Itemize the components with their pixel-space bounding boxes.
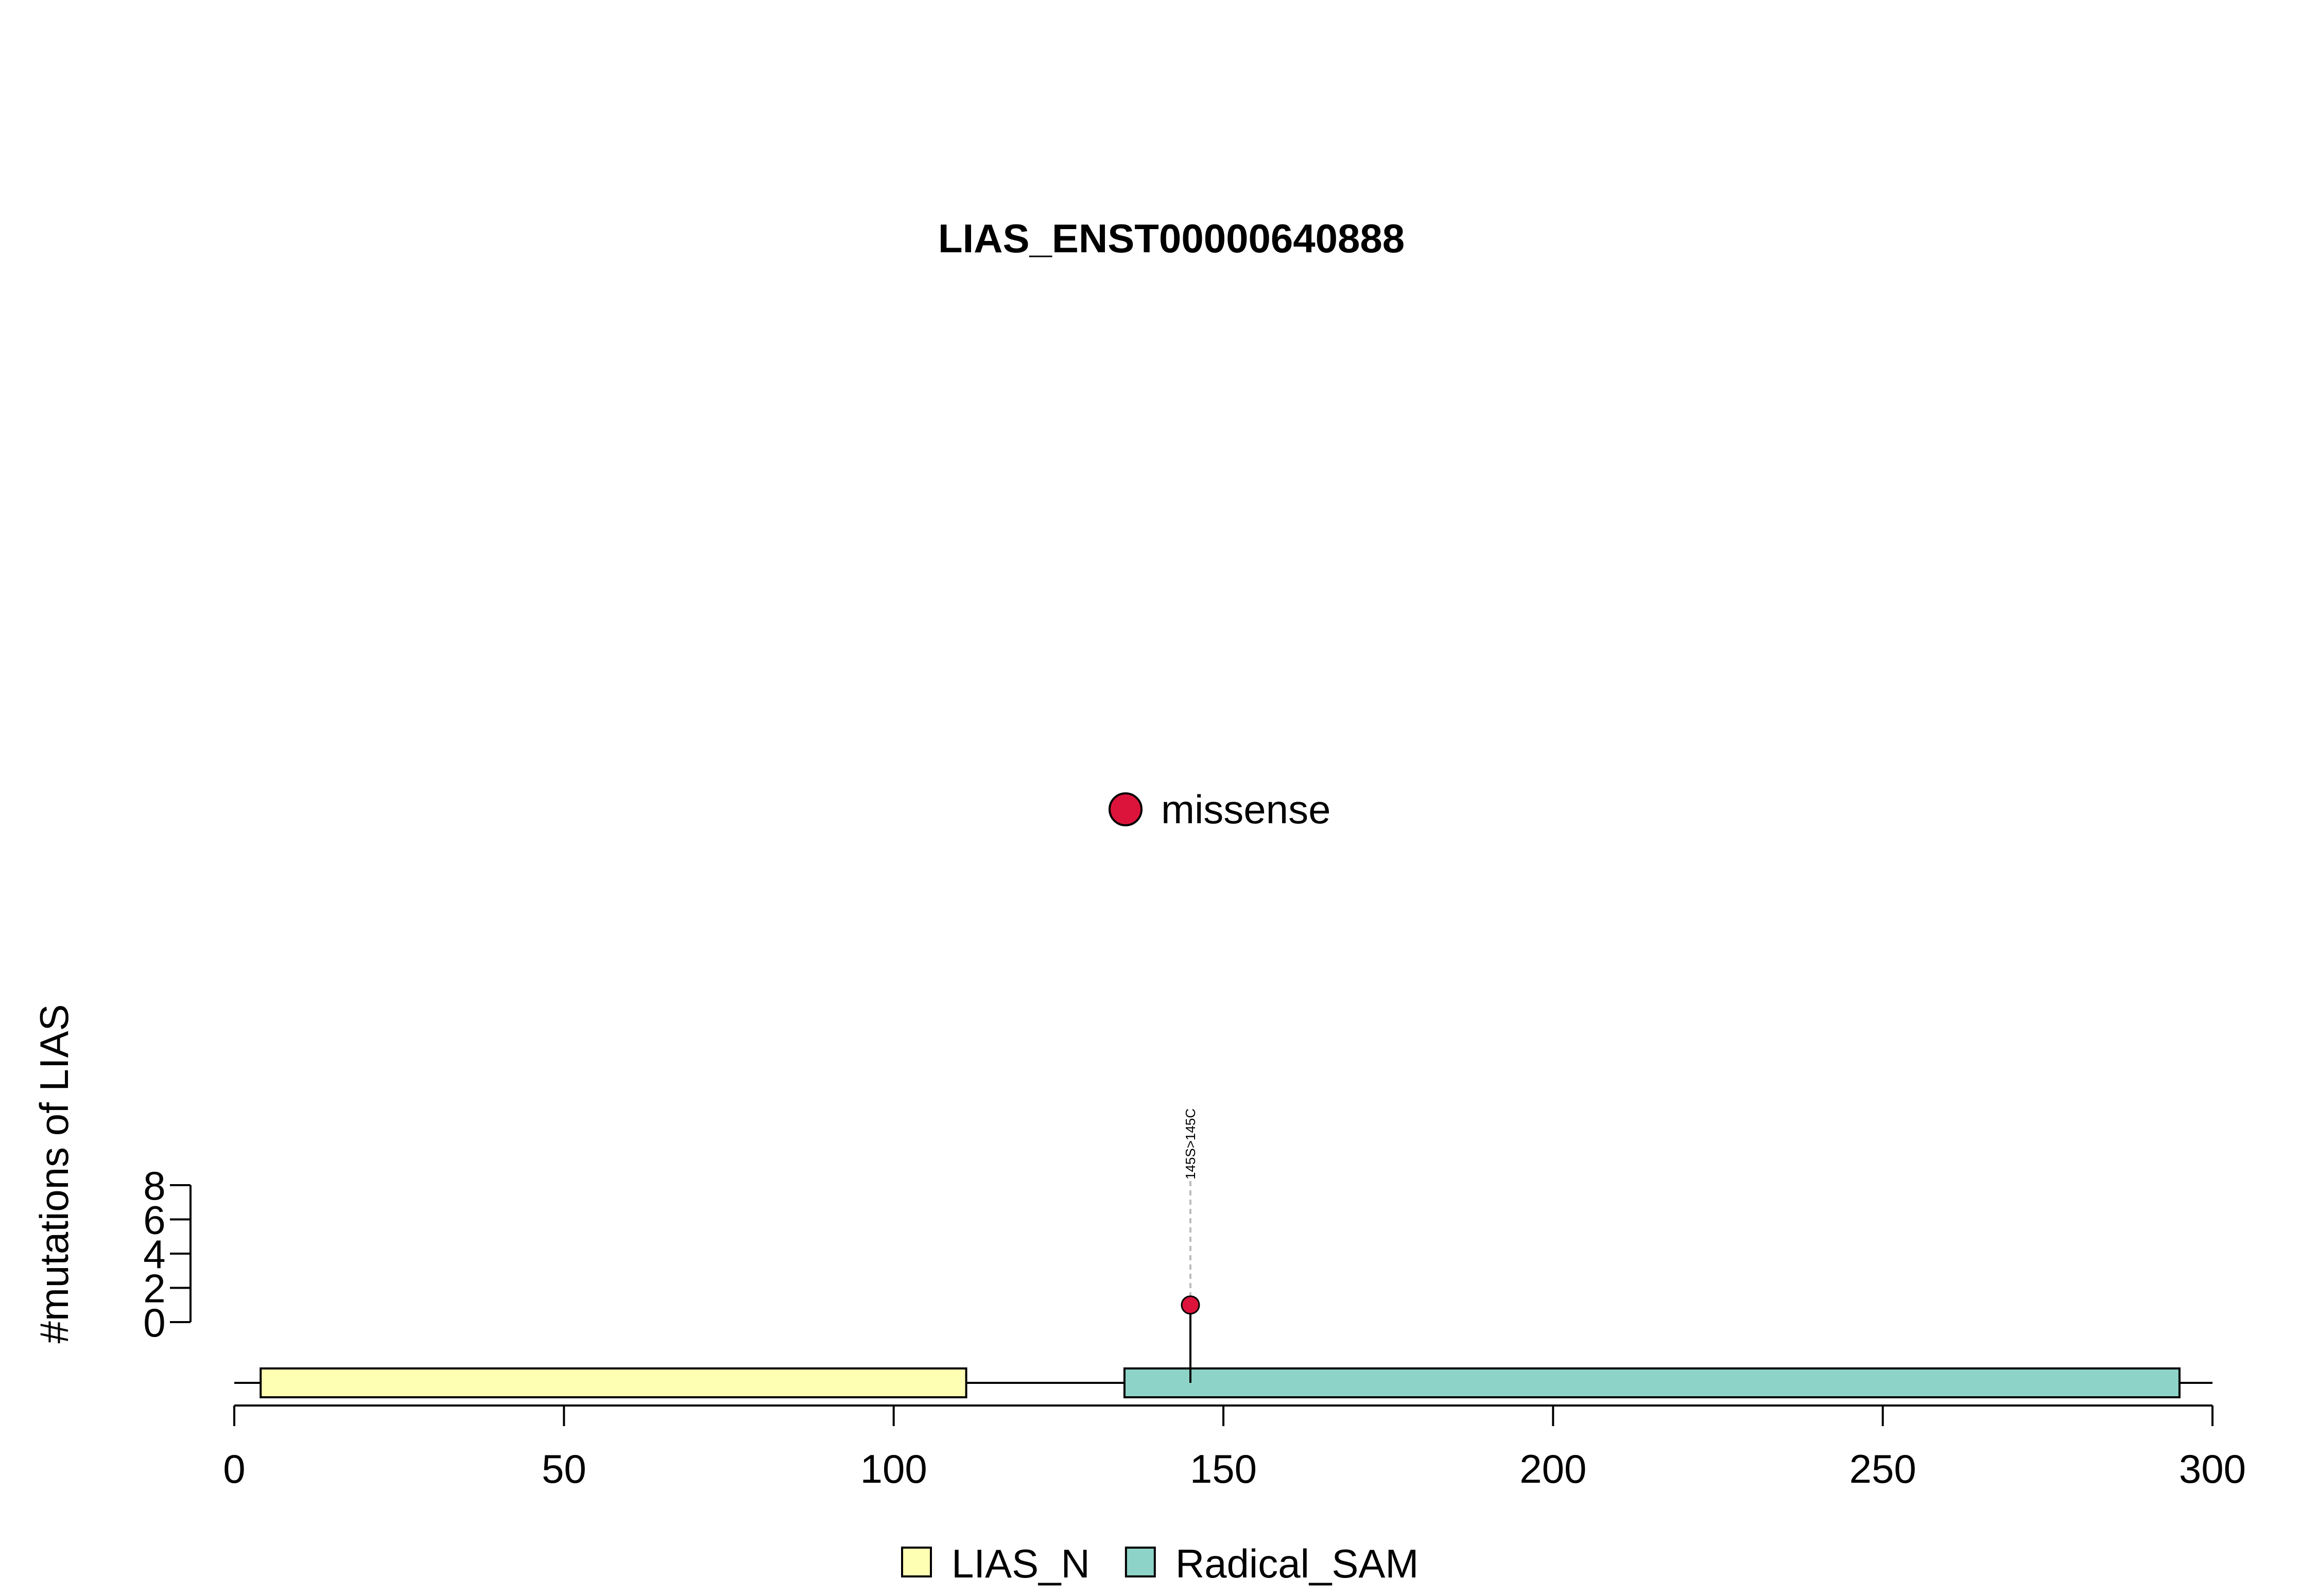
y-tick-label: 2 [143,1266,165,1311]
y-tick-label: 4 [143,1231,165,1277]
legend-missense-label: missense [1161,787,1330,832]
mutation-lollipops: 145S>145C [1181,1108,1200,1383]
legend-label-radical-sam: Radical_SAM [1175,1541,1419,1586]
x-tick-label: 0 [223,1446,245,1491]
x-tick-label: 300 [2179,1446,2246,1491]
legend-label-lias-n: LIAS_N [952,1541,1090,1586]
x-tick-label: 100 [860,1446,927,1491]
domain-legend: LIAS_N Radical_SAM [901,1541,1419,1586]
y-axis-label: #mutations of LIAS [31,1004,77,1343]
chart-title: LIAS_ENST00000640888 [938,216,1405,261]
x-tick-label: 50 [542,1446,586,1491]
x-tick-label: 250 [1849,1446,1916,1491]
legend-swatch-radical-sam [1125,1547,1156,1577]
y-tick-label: 6 [143,1198,165,1243]
x-tick-label: 200 [1519,1446,1586,1491]
legend-missense-marker [1109,792,1143,826]
y-tick-label: 8 [143,1163,165,1208]
legend-swatch-lias-n [901,1547,932,1577]
y-tick-label: 0 [143,1300,165,1345]
x-axis: 0 50 100 150 200 250 300 [223,1404,2246,1491]
domain-track [260,1367,2181,1398]
mutation-head [1181,1295,1200,1315]
mutation-legend: missense [1109,787,1330,832]
mutation-label: 145S>145C [1183,1108,1198,1179]
domain-lias-n [260,1367,967,1398]
x-tick-label: 150 [1190,1446,1257,1491]
domain-radical-sam [1123,1367,2181,1398]
